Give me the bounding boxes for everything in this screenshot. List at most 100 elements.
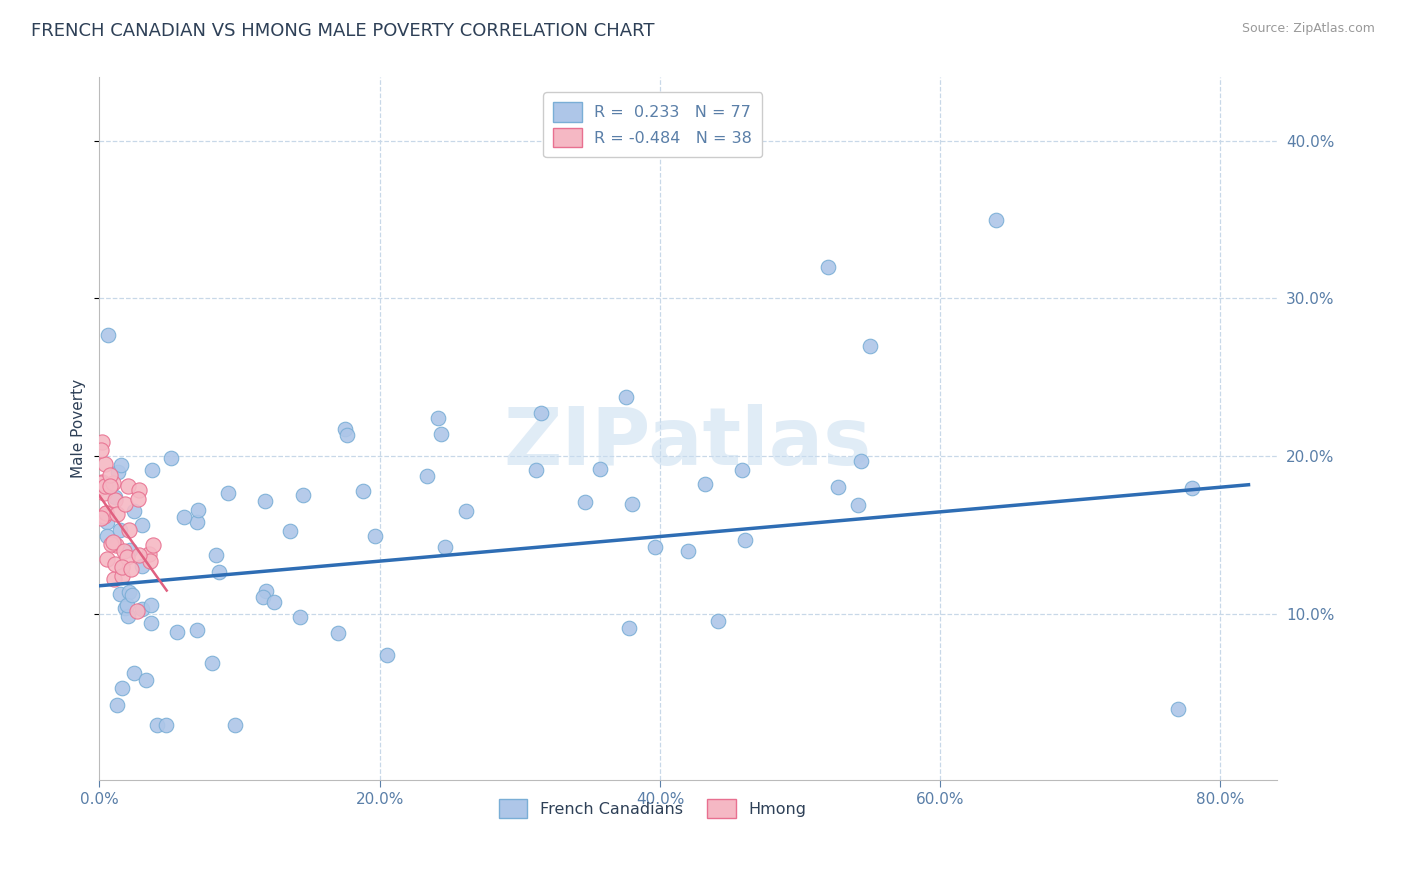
Y-axis label: Male Poverty: Male Poverty bbox=[72, 379, 86, 478]
Point bbox=[859, 339, 882, 353]
Point bbox=[101, 475, 124, 490]
Point bbox=[94, 479, 117, 493]
Point bbox=[430, 426, 453, 441]
Point bbox=[620, 497, 643, 511]
Point bbox=[96, 506, 118, 520]
Point bbox=[104, 493, 127, 508]
Point bbox=[706, 614, 728, 628]
Point bbox=[104, 490, 127, 504]
Point bbox=[128, 549, 150, 563]
Point bbox=[117, 598, 139, 612]
Point bbox=[142, 538, 165, 552]
Point bbox=[131, 602, 153, 616]
Point bbox=[139, 616, 162, 631]
Point bbox=[186, 624, 208, 638]
Point bbox=[617, 621, 640, 635]
Point bbox=[288, 610, 311, 624]
Point bbox=[117, 478, 139, 492]
Point bbox=[139, 599, 162, 613]
Point bbox=[146, 717, 169, 731]
Point bbox=[112, 544, 135, 558]
Point bbox=[114, 497, 136, 511]
Point bbox=[105, 538, 128, 552]
Point bbox=[131, 518, 153, 533]
Point bbox=[118, 523, 141, 537]
Text: FRENCH CANADIAN VS HMONG MALE POVERTY CORRELATION CHART: FRENCH CANADIAN VS HMONG MALE POVERTY CO… bbox=[31, 22, 654, 40]
Point bbox=[333, 422, 356, 436]
Point bbox=[91, 435, 114, 450]
Point bbox=[90, 443, 112, 458]
Point bbox=[91, 475, 114, 490]
Point bbox=[986, 212, 1008, 227]
Point bbox=[114, 601, 136, 615]
Point bbox=[352, 484, 374, 499]
Point bbox=[93, 509, 115, 524]
Point bbox=[851, 454, 873, 468]
Point bbox=[103, 572, 125, 586]
Point bbox=[186, 515, 208, 529]
Point bbox=[846, 499, 869, 513]
Point bbox=[90, 475, 112, 490]
Point bbox=[208, 566, 231, 580]
Point bbox=[138, 547, 160, 561]
Point bbox=[614, 390, 637, 404]
Point bbox=[127, 491, 149, 506]
Point bbox=[122, 504, 145, 518]
Point bbox=[105, 698, 128, 712]
Point bbox=[676, 544, 699, 558]
Point bbox=[141, 463, 163, 477]
Point bbox=[426, 410, 449, 425]
Point bbox=[101, 534, 124, 549]
Point bbox=[155, 717, 177, 731]
Point bbox=[122, 665, 145, 680]
Text: ZIPatlas: ZIPatlas bbox=[503, 404, 872, 482]
Point bbox=[90, 511, 112, 525]
Point bbox=[110, 524, 132, 538]
Point bbox=[530, 406, 553, 420]
Point bbox=[135, 673, 157, 687]
Point bbox=[98, 468, 121, 483]
Point bbox=[94, 457, 117, 471]
Point bbox=[125, 604, 148, 618]
Point bbox=[96, 552, 118, 566]
Point bbox=[139, 554, 162, 568]
Point bbox=[118, 585, 141, 599]
Point bbox=[120, 561, 142, 575]
Point bbox=[217, 486, 239, 500]
Point bbox=[574, 494, 596, 508]
Point bbox=[204, 549, 226, 563]
Point bbox=[817, 260, 839, 274]
Point bbox=[693, 477, 716, 491]
Point bbox=[201, 656, 224, 670]
Point bbox=[224, 717, 246, 731]
Point bbox=[160, 451, 183, 466]
Point bbox=[1167, 702, 1189, 716]
Point bbox=[96, 515, 118, 529]
Point bbox=[166, 624, 188, 639]
Legend: French Canadians, Hmong: French Canadians, Hmong bbox=[492, 792, 813, 825]
Point bbox=[115, 550, 138, 565]
Point bbox=[375, 648, 398, 662]
Point bbox=[108, 587, 131, 601]
Point bbox=[263, 595, 285, 609]
Point bbox=[97, 328, 120, 343]
Point bbox=[98, 479, 121, 493]
Point bbox=[734, 533, 756, 548]
Point bbox=[731, 463, 754, 477]
Point bbox=[253, 493, 276, 508]
Point bbox=[105, 507, 128, 521]
Point bbox=[644, 540, 666, 554]
Point bbox=[1181, 481, 1204, 495]
Point bbox=[131, 559, 153, 574]
Point bbox=[117, 608, 139, 623]
Point bbox=[111, 681, 134, 695]
Point bbox=[93, 486, 115, 500]
Point bbox=[107, 466, 129, 480]
Point bbox=[827, 480, 849, 494]
Point bbox=[128, 483, 150, 498]
Point bbox=[364, 529, 387, 543]
Point bbox=[173, 510, 195, 524]
Point bbox=[278, 524, 301, 539]
Point bbox=[94, 506, 117, 520]
Point bbox=[434, 540, 457, 554]
